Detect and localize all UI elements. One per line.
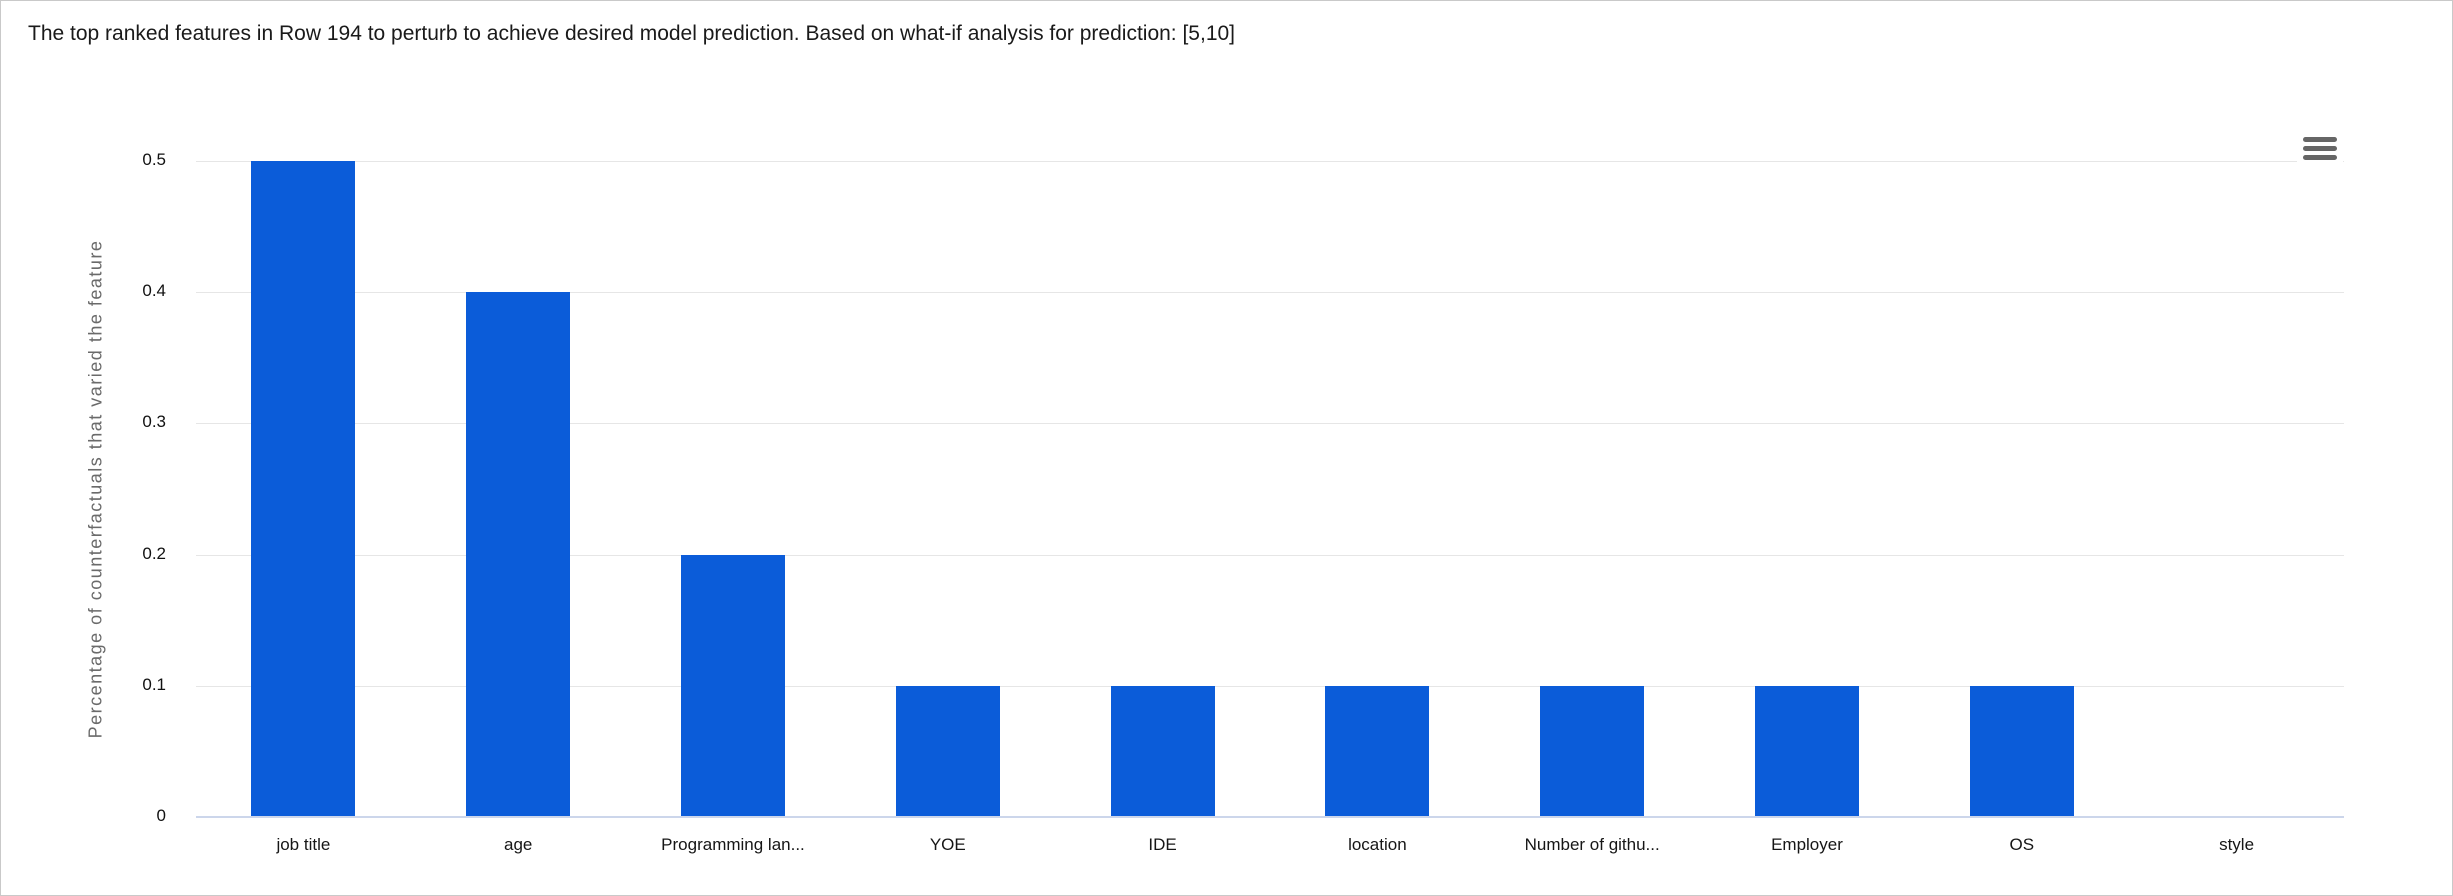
hamburger-menu-icon [2303, 137, 2337, 160]
bar[interactable] [1754, 685, 1859, 817]
bar-category [1700, 161, 1915, 817]
y-axis-tick-label: 0.3 [142, 412, 166, 432]
bar-series [196, 161, 2344, 817]
y-axis-tick-label: 0.5 [142, 150, 166, 169]
chart-title: The top ranked features in Row 194 to pe… [28, 22, 1236, 45]
gridline [196, 423, 2344, 425]
bar[interactable] [1325, 685, 1430, 817]
gridline [196, 685, 2344, 687]
x-axis-label: YOE [929, 835, 966, 854]
y-axis-tick-label: 0 [156, 806, 166, 825]
bar[interactable] [1969, 685, 2074, 817]
x-axis-label: Number of githu... [1524, 835, 1660, 854]
x-axis-label: style [2219, 835, 2255, 854]
x-axis-label: job title [276, 835, 331, 854]
bar[interactable] [251, 161, 356, 817]
x-axis-label: Employer [1771, 835, 1843, 854]
y-axis-tick-label: 0.2 [142, 543, 166, 563]
x-axis-label: IDE [1148, 835, 1177, 854]
bar[interactable] [1540, 685, 1645, 817]
y-axis-title: Percentage of counterfactuals that varie… [85, 239, 106, 739]
bar-category [196, 161, 411, 817]
x-axis-label: OS [2009, 835, 2035, 854]
plot-area [196, 161, 2344, 818]
y-axis-tick-label: 0.1 [142, 674, 166, 694]
bar-category [1270, 161, 1485, 817]
bar-category [2129, 161, 2344, 817]
y-axis-tick-label: 0.4 [142, 281, 166, 301]
gridline [196, 554, 2344, 556]
bar[interactable] [466, 292, 571, 817]
bar-category [840, 161, 1055, 817]
x-axis-label: location [1348, 835, 1407, 854]
x-axis-label: age [504, 835, 533, 854]
bar[interactable] [1110, 685, 1215, 817]
bar-category [1055, 161, 1270, 817]
bar-category [1485, 161, 1700, 817]
gridline [196, 161, 2344, 162]
gridline [196, 292, 2344, 294]
bar-category [411, 161, 626, 817]
x-axis-line [196, 816, 2344, 818]
x-axis-labels: job title age Programming lan... YOE IDE loca… [196, 833, 2344, 857]
bar-category [626, 161, 841, 817]
bar[interactable] [680, 554, 785, 817]
x-axis-label: Programming lan... [661, 835, 805, 854]
chart-context-menu-button[interactable] [2297, 131, 2343, 166]
bar[interactable] [895, 685, 1000, 817]
bar-category [1914, 161, 2129, 817]
